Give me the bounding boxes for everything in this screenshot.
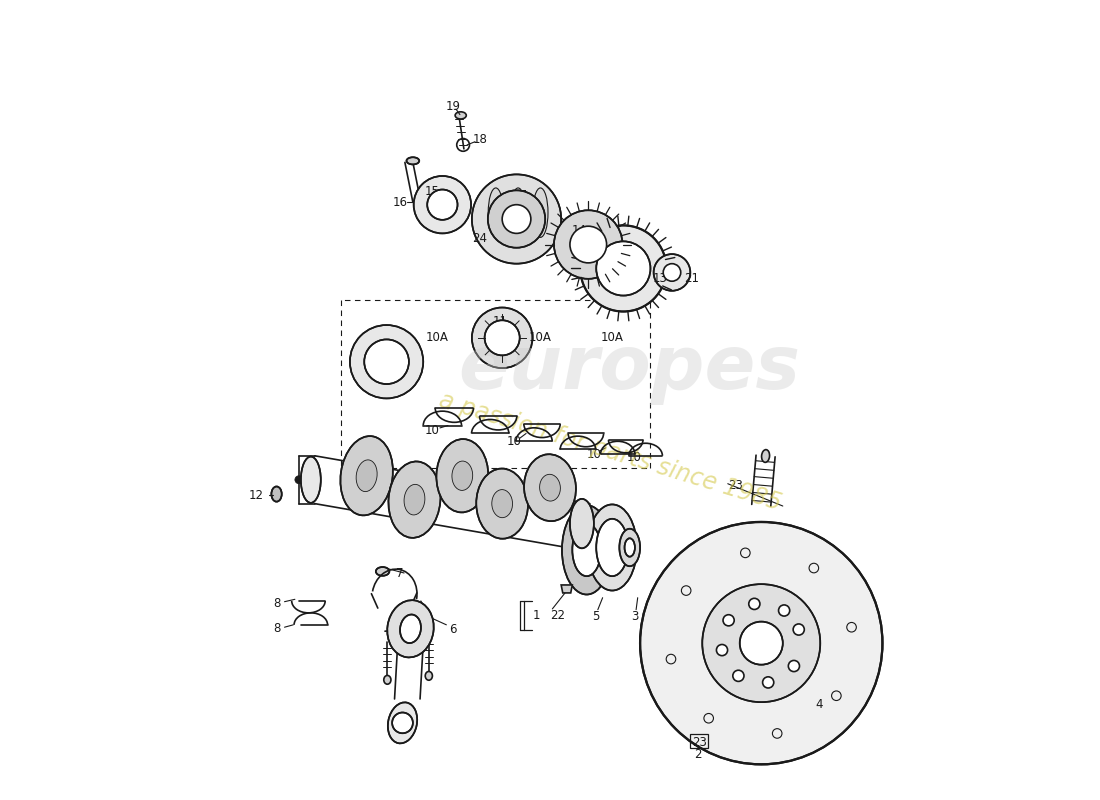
Text: 10: 10 xyxy=(425,424,439,437)
Ellipse shape xyxy=(437,439,488,512)
Circle shape xyxy=(739,622,783,665)
Ellipse shape xyxy=(761,450,770,462)
Ellipse shape xyxy=(562,506,612,594)
Circle shape xyxy=(779,605,790,616)
Text: 10A: 10A xyxy=(601,331,624,344)
Ellipse shape xyxy=(619,529,640,566)
Text: 18: 18 xyxy=(472,133,487,146)
Text: 23: 23 xyxy=(692,735,706,749)
Ellipse shape xyxy=(476,469,528,538)
Text: 10: 10 xyxy=(586,448,602,461)
Circle shape xyxy=(364,339,409,384)
Ellipse shape xyxy=(340,436,393,515)
Ellipse shape xyxy=(625,538,635,557)
Text: 15: 15 xyxy=(425,185,439,198)
Text: 8: 8 xyxy=(274,597,280,610)
Ellipse shape xyxy=(572,523,601,576)
Text: 23: 23 xyxy=(728,479,744,492)
Text: 10: 10 xyxy=(626,451,641,464)
Circle shape xyxy=(485,320,519,355)
Ellipse shape xyxy=(570,499,594,548)
Ellipse shape xyxy=(455,112,466,119)
Text: 16: 16 xyxy=(393,196,408,209)
Ellipse shape xyxy=(596,518,628,576)
Text: 1: 1 xyxy=(532,609,540,622)
Circle shape xyxy=(487,190,546,248)
Text: 2: 2 xyxy=(694,748,702,762)
Circle shape xyxy=(640,522,882,764)
Circle shape xyxy=(663,264,681,282)
Text: 21: 21 xyxy=(684,272,700,286)
Ellipse shape xyxy=(384,675,390,684)
Circle shape xyxy=(472,307,532,368)
Ellipse shape xyxy=(407,158,419,165)
Circle shape xyxy=(749,598,760,610)
Circle shape xyxy=(733,670,744,682)
Text: 17: 17 xyxy=(513,189,527,202)
Circle shape xyxy=(596,242,650,295)
Text: 13: 13 xyxy=(652,272,668,286)
Ellipse shape xyxy=(400,614,421,643)
Ellipse shape xyxy=(492,490,513,518)
Circle shape xyxy=(581,226,667,311)
Ellipse shape xyxy=(476,186,560,240)
Ellipse shape xyxy=(272,486,282,502)
Text: 24: 24 xyxy=(472,233,487,246)
Ellipse shape xyxy=(376,567,389,576)
Text: 19: 19 xyxy=(446,100,460,113)
Text: 8: 8 xyxy=(274,622,280,635)
Circle shape xyxy=(503,205,531,234)
Circle shape xyxy=(653,254,691,290)
Polygon shape xyxy=(561,585,572,593)
Circle shape xyxy=(393,713,412,734)
Circle shape xyxy=(702,584,821,702)
Ellipse shape xyxy=(387,600,433,658)
Bar xyxy=(691,734,708,748)
Text: 10: 10 xyxy=(507,435,521,448)
Ellipse shape xyxy=(301,457,321,503)
Text: 22: 22 xyxy=(550,609,565,622)
Circle shape xyxy=(350,325,424,398)
Text: 11: 11 xyxy=(493,315,508,328)
Circle shape xyxy=(723,614,734,626)
Circle shape xyxy=(427,190,458,220)
Ellipse shape xyxy=(532,188,548,238)
Text: 10A: 10A xyxy=(529,331,552,344)
Text: a passion for parts since 1985: a passion for parts since 1985 xyxy=(436,388,784,515)
Ellipse shape xyxy=(452,461,473,490)
Ellipse shape xyxy=(524,454,576,521)
Text: 12: 12 xyxy=(249,489,264,502)
Ellipse shape xyxy=(388,702,417,743)
Circle shape xyxy=(554,210,623,279)
Text: 6: 6 xyxy=(449,623,456,636)
Circle shape xyxy=(570,226,606,263)
Circle shape xyxy=(414,176,471,234)
Ellipse shape xyxy=(426,671,432,680)
Ellipse shape xyxy=(488,188,504,238)
Circle shape xyxy=(295,476,302,484)
Text: 5: 5 xyxy=(593,610,600,623)
Ellipse shape xyxy=(510,188,526,238)
Text: europes: europes xyxy=(459,332,801,405)
Ellipse shape xyxy=(540,474,560,501)
Circle shape xyxy=(762,677,773,688)
Ellipse shape xyxy=(388,462,440,538)
Circle shape xyxy=(716,645,727,656)
Circle shape xyxy=(789,661,800,671)
Ellipse shape xyxy=(356,460,377,491)
Circle shape xyxy=(472,174,561,264)
Text: 3: 3 xyxy=(630,610,638,623)
Ellipse shape xyxy=(587,505,637,590)
Text: 7: 7 xyxy=(396,567,404,580)
Ellipse shape xyxy=(844,662,856,671)
Text: 14: 14 xyxy=(572,225,587,238)
Text: 9: 9 xyxy=(370,355,377,368)
Circle shape xyxy=(793,624,804,635)
Ellipse shape xyxy=(404,484,425,515)
Text: 4: 4 xyxy=(816,698,823,711)
Text: 10A: 10A xyxy=(426,331,448,344)
